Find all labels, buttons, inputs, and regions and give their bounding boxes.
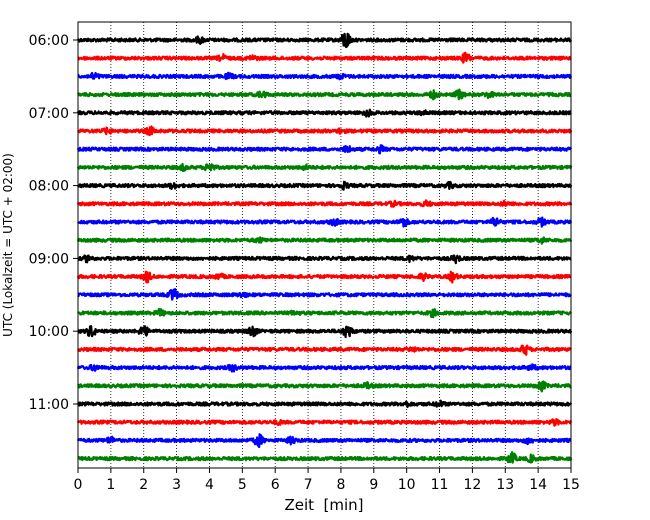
trace-row-1015 xyxy=(77,344,572,356)
x-tick-label: 12 xyxy=(463,477,481,493)
x-tick-label: 9 xyxy=(369,477,378,493)
trace-row-1145 xyxy=(77,451,573,464)
y-tick-label: 06:00 xyxy=(29,33,69,49)
x-tick-label: 0 xyxy=(74,477,83,493)
x-tick-label: 7 xyxy=(304,477,313,493)
x-tick-label: 3 xyxy=(172,477,181,493)
x-tick-label: 5 xyxy=(238,477,247,493)
y-axis-ticks: 06:00 07:00 08:00 09:00 10:00 11:00 xyxy=(29,33,78,413)
x-axis-label: Zeit [min] xyxy=(284,496,363,514)
trace-row-1115 xyxy=(76,418,573,427)
x-tick-label: 1 xyxy=(106,477,115,493)
y-tick-label: 08:00 xyxy=(29,179,69,195)
trace-row-0600 xyxy=(76,32,573,49)
x-tick-label: 13 xyxy=(496,477,514,493)
trace-row-0745 xyxy=(76,162,573,173)
y-tick-label: 07:00 xyxy=(29,106,69,122)
x-tick-label: 2 xyxy=(139,477,148,493)
trace-row-1100 xyxy=(76,399,573,409)
trace-row-1030 xyxy=(76,363,572,373)
x-tick-label: 6 xyxy=(271,477,280,493)
trace-row-0930 xyxy=(77,287,572,301)
x-tick-label: 10 xyxy=(398,477,416,493)
x-axis-ticks: 0 1 2 3 4 5 6 7 8 9 10 11 12 13 14 15 xyxy=(74,468,580,493)
trace-row-1000 xyxy=(77,325,573,339)
trace-row-0615 xyxy=(77,51,572,64)
x-tick-label: 11 xyxy=(431,477,449,493)
trace-row-0630 xyxy=(77,71,573,81)
trace-row-0845 xyxy=(76,236,573,245)
trace-row-0915 xyxy=(76,270,572,284)
plot-background xyxy=(78,22,571,468)
trace-row-0830 xyxy=(77,216,573,228)
trace-row-1130 xyxy=(76,433,572,449)
trace-row-0815 xyxy=(76,199,573,208)
trace-row-0945 xyxy=(77,307,572,319)
trace-row-0700 xyxy=(76,108,572,118)
y-axis-label: UTC (Lokalzeit = UTC + 02:00) xyxy=(1,153,15,337)
y-tick-label: 09:00 xyxy=(29,251,69,267)
trace-row-0900 xyxy=(77,254,572,265)
plot-frame xyxy=(77,21,572,469)
x-tick-label: 15 xyxy=(562,477,580,493)
seismic-traces xyxy=(76,32,573,464)
trace-row-0730 xyxy=(76,144,573,155)
x-tick-label: 14 xyxy=(529,477,547,493)
y-tick-label: 10:00 xyxy=(29,324,69,340)
grid-lines xyxy=(110,22,539,468)
x-tick-label: 8 xyxy=(336,477,345,493)
trace-row-0715 xyxy=(77,125,573,137)
trace-row-0800 xyxy=(76,180,573,191)
trace-row-0645 xyxy=(77,88,572,101)
trace-row-1045 xyxy=(77,380,572,393)
x-tick-label: 4 xyxy=(205,477,214,493)
y-tick-label: 11:00 xyxy=(29,397,69,413)
